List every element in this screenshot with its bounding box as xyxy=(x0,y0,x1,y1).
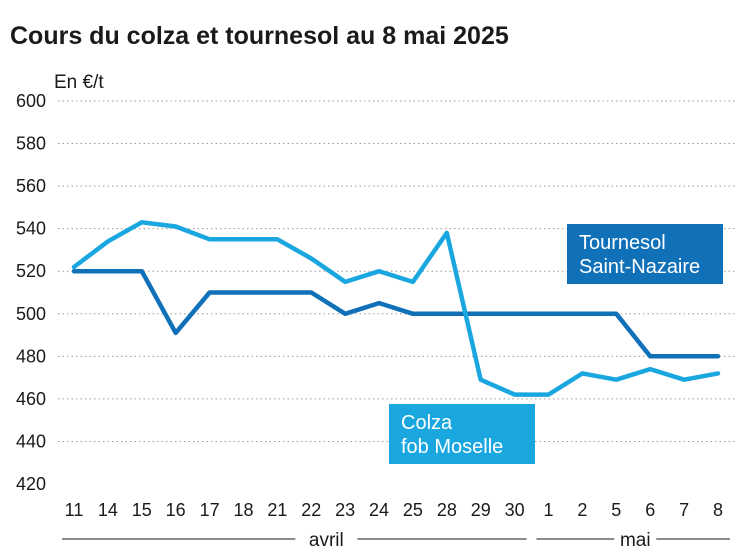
y-tick-label: 440 xyxy=(16,431,46,451)
y-tick-label: 420 xyxy=(16,474,46,494)
x-tick-label: 28 xyxy=(437,500,457,520)
y-tick-label: 580 xyxy=(16,134,46,154)
y-tick-label: 600 xyxy=(16,91,46,111)
x-tick-label: 7 xyxy=(679,500,689,520)
x-tick-label: 23 xyxy=(335,500,355,520)
x-tick-label: 5 xyxy=(611,500,621,520)
x-axis-ticks: 11 14 15 16 17 18 21 22 23 24 25 28 29 30 1 2 5 6 7 8 xyxy=(65,500,723,520)
series-label-text: fob Moselle xyxy=(401,436,503,458)
series-line-1 xyxy=(71,220,721,397)
chart-title: Cours du colza et tournesol au 8 mai 202… xyxy=(10,22,509,50)
x-tick-label: 2 xyxy=(577,500,587,520)
series-label-background xyxy=(567,224,723,284)
x-tick-label: 1 xyxy=(544,500,554,520)
y-axis-ticks: 420 440 460 480 500 520 540 560 580 600 xyxy=(16,91,46,494)
gridlines xyxy=(58,100,737,442)
x-tick-label: 22 xyxy=(301,500,321,520)
month-label: mai xyxy=(620,530,651,551)
x-tick-label: 8 xyxy=(713,500,723,520)
y-tick-label: 540 xyxy=(16,219,46,239)
y-tick-label: 480 xyxy=(16,346,46,366)
y-tick-label: 520 xyxy=(16,261,46,281)
x-tick-label: 15 xyxy=(132,500,152,520)
y-tick-label: 460 xyxy=(16,389,46,409)
month-groups: avril mai xyxy=(62,530,730,551)
series-label-text: Tournesol xyxy=(579,232,666,254)
x-tick-label: 29 xyxy=(471,500,491,520)
y-tick-label: 560 xyxy=(16,176,46,196)
x-tick-label: 6 xyxy=(645,500,655,520)
x-tick-label: 11 xyxy=(65,500,84,520)
x-tick-label: 21 xyxy=(267,500,287,520)
series-label-text: Colza xyxy=(401,412,453,434)
x-tick-label: 30 xyxy=(505,500,525,520)
x-tick-label: 18 xyxy=(233,500,253,520)
y-tick-label: 500 xyxy=(16,304,46,324)
series-lines xyxy=(71,220,721,397)
series-label-background xyxy=(389,404,535,464)
x-tick-label: 25 xyxy=(403,500,423,520)
series-line-0 xyxy=(71,268,721,359)
series-label-text: Saint-Nazaire xyxy=(579,256,700,278)
x-tick-label: 14 xyxy=(98,500,118,520)
x-tick-label: 17 xyxy=(200,500,220,520)
x-tick-label: 16 xyxy=(166,500,186,520)
month-label: avril xyxy=(309,530,344,551)
x-tick-label: 24 xyxy=(369,500,389,520)
y-axis-unit: En €/t xyxy=(54,72,104,93)
